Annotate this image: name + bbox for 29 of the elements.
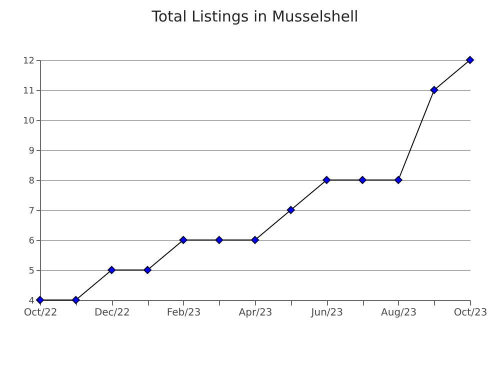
point [358, 176, 367, 184]
x-tick-label: Aug/23 [381, 308, 417, 318]
x-tick-label: Oct/22 [24, 308, 58, 318]
x-tick-label: Oct/23 [454, 308, 488, 318]
y-tick-label: 10 [23, 116, 35, 126]
point [143, 266, 152, 274]
point [250, 236, 260, 244]
y-tick-label: 8 [28, 176, 35, 186]
point [72, 296, 80, 304]
chart-title: Total Listings in Musselshell [150, 7, 358, 26]
y-tick-label: 6 [28, 236, 35, 246]
point [179, 236, 188, 244]
point [286, 206, 295, 214]
x-tick-label: Feb/23 [166, 308, 201, 318]
x-tick-label: Dec/22 [94, 308, 130, 318]
y-tick-label: 12 [23, 56, 34, 66]
point [322, 176, 331, 184]
y-tick-label: 11 [23, 86, 34, 96]
y-tick-label: 9 [28, 146, 35, 156]
point [108, 266, 116, 274]
y-tick-label: 4 [28, 296, 35, 306]
point [215, 236, 224, 244]
point [394, 176, 402, 184]
x-tick-label: Jun/23 [310, 308, 344, 318]
point [430, 86, 438, 94]
x-tick-label: Apr/23 [238, 308, 272, 318]
y-tick-label: 7 [28, 206, 34, 216]
point [466, 56, 474, 64]
y-tick-label: 5 [28, 266, 34, 276]
